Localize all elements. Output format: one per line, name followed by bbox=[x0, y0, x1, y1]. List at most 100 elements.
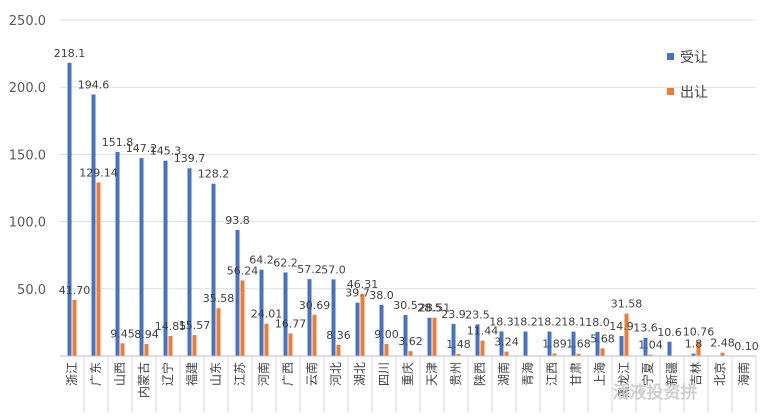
data-label-received: 28.5 bbox=[417, 302, 442, 315]
category-label: 福建 bbox=[184, 362, 199, 386]
bar-received bbox=[499, 331, 504, 356]
bar-received bbox=[163, 160, 168, 356]
watermark: 活液投资拼 bbox=[613, 382, 698, 403]
legend-label-transferred: 出让 bbox=[680, 85, 708, 101]
data-label-received: 139.7 bbox=[174, 152, 206, 165]
legend-swatch-transferred bbox=[667, 88, 674, 95]
bar-received bbox=[115, 151, 120, 356]
data-label-transferred: 10.76 bbox=[683, 326, 715, 339]
data-label-transferred: 30.69 bbox=[299, 299, 331, 312]
category-label: 海南 bbox=[736, 362, 751, 386]
bar-transferred bbox=[600, 348, 605, 356]
bar-received bbox=[379, 304, 384, 356]
y-tick-label: 50.0 bbox=[17, 283, 46, 298]
bar-transferred bbox=[456, 354, 461, 356]
bar-received bbox=[475, 324, 480, 356]
bar-transferred bbox=[168, 336, 173, 356]
legend-label-received: 受让 bbox=[680, 50, 708, 66]
y-tick-label: 100.0 bbox=[9, 216, 46, 231]
category-label: 北京 bbox=[713, 362, 727, 386]
data-label-received: 62.2 bbox=[273, 256, 298, 269]
category-label: 陕西 bbox=[472, 362, 487, 386]
data-label-transferred: 41.70 bbox=[59, 284, 91, 297]
category-label: 浙江 bbox=[65, 362, 79, 386]
x-axis: 浙江 广东 山西 内蒙古 辽宁 福建 山东 江苏 河南 广西 云南 河北 湖北 四川 重庆 天津 贵州 陕西 湖南青… bbox=[60, 355, 757, 412]
data-label-transferred: 3.62 bbox=[398, 335, 423, 348]
bar-received bbox=[355, 302, 360, 356]
category-label: 江苏 bbox=[233, 362, 247, 386]
data-label-received: 10.6 bbox=[657, 326, 682, 339]
bar-received bbox=[523, 331, 528, 356]
category-label: 天津 bbox=[425, 362, 439, 386]
data-label-transferred: 1.68 bbox=[566, 338, 591, 351]
data-label-transferred: 3.24 bbox=[494, 336, 519, 349]
data-label-received: 64.2 bbox=[249, 254, 274, 267]
bar-received bbox=[283, 272, 288, 356]
bar-transferred bbox=[144, 343, 149, 356]
category-label: 贵州 bbox=[449, 362, 463, 386]
bar-received bbox=[571, 331, 576, 356]
bar-received bbox=[643, 337, 648, 356]
data-label-transferred: 5.68 bbox=[590, 332, 615, 345]
data-label-transferred: 15.57 bbox=[179, 319, 211, 332]
data-label-transferred: 1.48 bbox=[446, 338, 471, 351]
bar-received bbox=[691, 353, 696, 356]
data-label-received: 18.2 bbox=[537, 316, 562, 329]
data-label-received: 145.3 bbox=[150, 145, 182, 158]
category-label: 云南 bbox=[304, 362, 319, 386]
data-label-transferred: 1.04 bbox=[638, 339, 663, 352]
bar-transferred bbox=[216, 308, 221, 356]
data-label-received: 39.7 bbox=[345, 287, 370, 300]
category-label: 广东 bbox=[89, 362, 103, 386]
data-label-received: 57.2 bbox=[297, 263, 322, 276]
data-label-transferred: 35.58 bbox=[203, 292, 235, 305]
bar-transferred bbox=[240, 280, 245, 356]
category-label: 青海 bbox=[520, 362, 535, 386]
bar-transferred bbox=[336, 344, 341, 356]
bar-received bbox=[595, 331, 600, 356]
data-label-transferred: 9.00 bbox=[374, 328, 399, 341]
bar-received bbox=[331, 279, 336, 356]
bar-transferred bbox=[696, 341, 701, 356]
bar-transferred bbox=[192, 335, 197, 356]
category-label: 河北 bbox=[329, 362, 343, 386]
data-label-transferred: 31.58 bbox=[611, 298, 643, 311]
bar-received bbox=[235, 229, 240, 356]
y-tick-label: 150.0 bbox=[9, 148, 46, 163]
data-label-received: 194.6 bbox=[78, 78, 110, 91]
data-label-received: 151.8 bbox=[102, 136, 134, 149]
y-tick-label: 250.0 bbox=[9, 14, 46, 29]
bar-transferred bbox=[264, 323, 269, 356]
data-label-transferred: 24.01 bbox=[251, 308, 283, 321]
bar-transferred bbox=[312, 314, 317, 356]
category-label: 山东 bbox=[209, 362, 223, 386]
data-label-received: 147.2 bbox=[126, 142, 158, 155]
data-label-received: 18.1 bbox=[561, 316, 586, 329]
bar-transferred bbox=[720, 352, 725, 356]
bars bbox=[67, 62, 749, 357]
data-label-received: 30.5 bbox=[393, 299, 418, 312]
bar-received bbox=[427, 317, 432, 356]
data-label-transferred: 16.77 bbox=[275, 317, 307, 330]
data-label-received: 18.2 bbox=[513, 316, 538, 329]
bar-received bbox=[403, 315, 408, 356]
data-label-transferred: 28.51 bbox=[419, 302, 451, 315]
bar-transferred bbox=[552, 353, 557, 356]
data-label-transferred: 11.44 bbox=[467, 325, 499, 338]
data-label-received: 18.0 bbox=[585, 316, 610, 329]
bar-transferred bbox=[72, 299, 77, 356]
gridlines bbox=[60, 19, 756, 290]
data-label-received: 128.2 bbox=[198, 168, 230, 181]
bar-transferred bbox=[96, 182, 101, 356]
data-label-transferred: 129.14 bbox=[79, 166, 118, 179]
data-label-transferred: 56.24 bbox=[227, 264, 259, 277]
y-axis: 50.0 100.0 150.0 200.0 250.0 bbox=[9, 14, 46, 298]
data-label-transferred: 8.36 bbox=[326, 329, 351, 342]
bar-received bbox=[307, 279, 312, 356]
category-label: 甘肃 bbox=[569, 362, 583, 386]
category-label: 上海 bbox=[592, 362, 607, 386]
bar-transferred bbox=[360, 293, 365, 356]
data-labels: 218.141.70194.6129.14151.89.45147.28.941… bbox=[54, 47, 759, 353]
bar-received bbox=[259, 269, 264, 356]
data-label-received: 18.3 bbox=[489, 315, 514, 328]
